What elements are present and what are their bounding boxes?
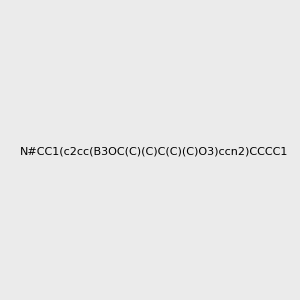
Text: N#CC1(c2cc(B3OC(C)(C)C(C)(C)O3)ccn2)CCCC1: N#CC1(c2cc(B3OC(C)(C)C(C)(C)O3)ccn2)CCCC… bbox=[20, 146, 288, 157]
